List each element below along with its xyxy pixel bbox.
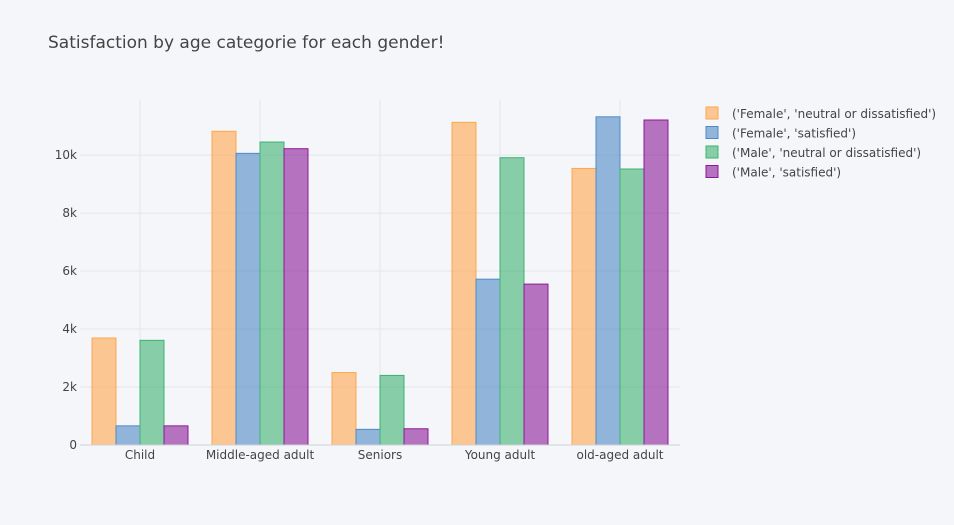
legend-swatch[interactable] (705, 126, 719, 139)
bar (139, 339, 165, 446)
bar (163, 425, 189, 446)
x-tick-label: Child (125, 448, 155, 462)
bar (643, 119, 669, 446)
bar (619, 168, 645, 446)
bar (211, 130, 237, 446)
legend-label[interactable]: ('Male', 'satisfied') (732, 166, 841, 180)
bar (115, 425, 141, 446)
legend-swatch[interactable] (705, 145, 719, 159)
x-tick-label: Seniors (358, 448, 402, 462)
legend-swatch[interactable] (705, 165, 719, 178)
bar (91, 337, 117, 446)
bar (523, 283, 549, 446)
bar (283, 148, 309, 446)
bar (451, 121, 477, 446)
y-tick-label: 8k (62, 206, 77, 220)
legend-swatch[interactable] (705, 106, 719, 120)
legend-label[interactable]: ('Female', 'satisfied') (732, 127, 856, 141)
y-tick-label: 2k (62, 380, 77, 394)
y-tick-label: 4k (62, 322, 77, 336)
bar (475, 278, 501, 446)
x-tick-label: Young adult (464, 448, 536, 462)
legend-label[interactable]: ('Female', 'neutral or dissatisfied') (732, 107, 936, 121)
y-tick-label: 6k (62, 264, 77, 278)
bar (355, 428, 381, 446)
y-tick-label: 0 (69, 438, 77, 452)
y-tick-label: 10k (55, 148, 77, 162)
chart-title: Satisfaction by age categorie for each g… (48, 33, 445, 53)
bar (235, 152, 261, 446)
bar (259, 141, 285, 446)
bar (331, 372, 357, 446)
x-tick-label: Middle-aged adult (206, 448, 315, 462)
x-tick-label: old-aged adult (576, 448, 663, 462)
bar (499, 157, 525, 446)
bar (595, 116, 621, 446)
legend-label[interactable]: ('Male', 'neutral or dissatisfied') (732, 146, 921, 160)
bar (571, 167, 597, 446)
bar (379, 374, 405, 446)
bar (403, 428, 429, 446)
